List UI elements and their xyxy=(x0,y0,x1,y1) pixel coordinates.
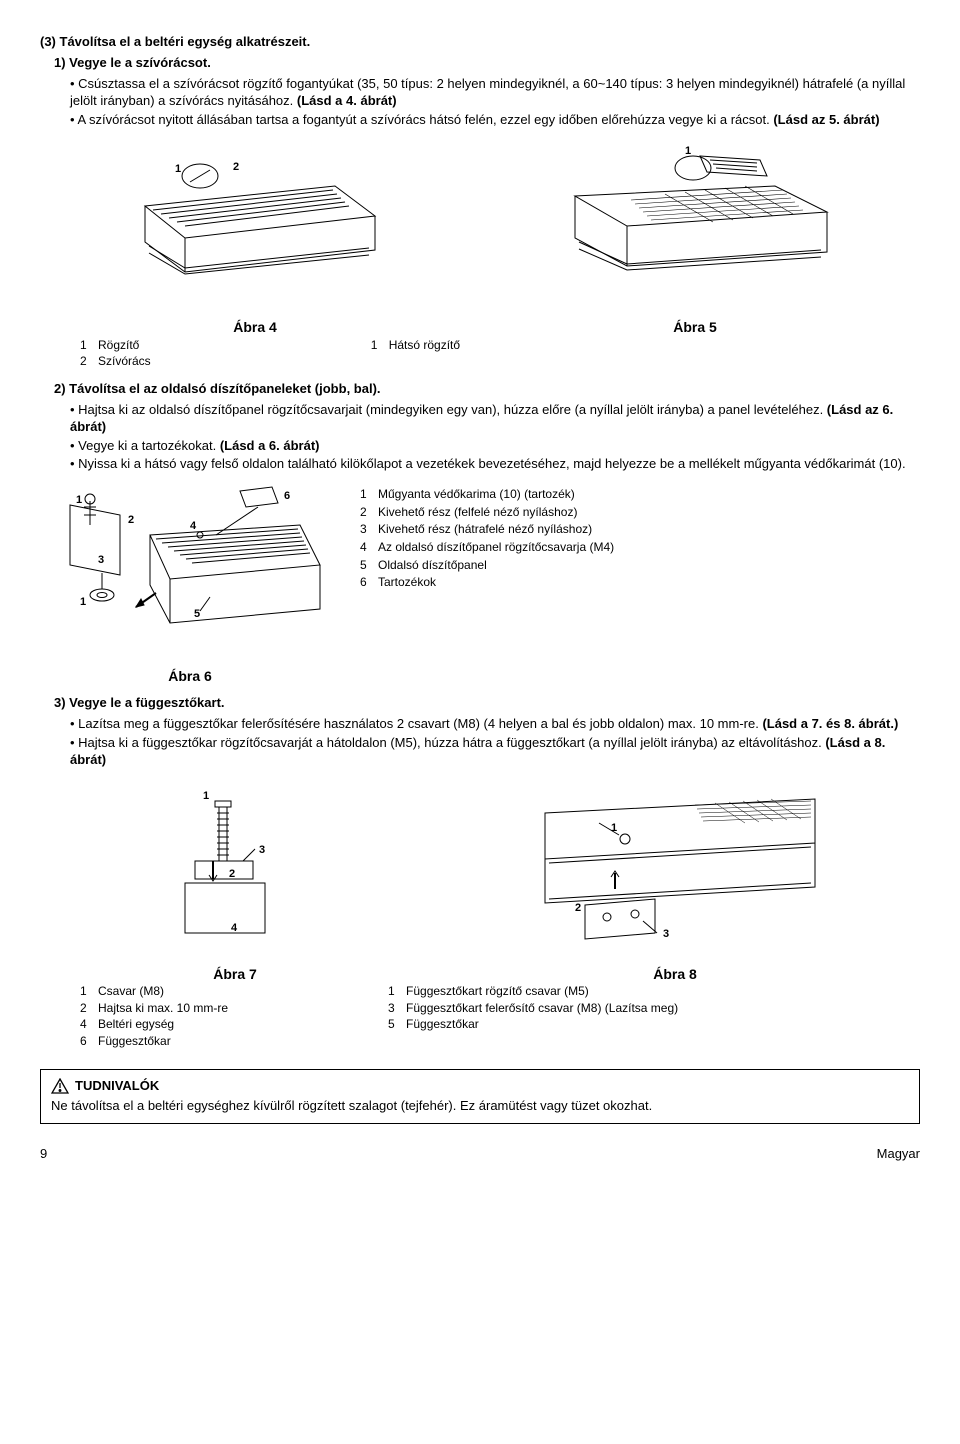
step2-b2-r: (Lásd a 6. ábrát) xyxy=(220,438,320,453)
step1-b1-text: Csúsztassa el a szívórácsot rögzítő foga… xyxy=(70,76,905,108)
step2-b3: Nyissa ki a hátsó vagy felső oldalon tal… xyxy=(70,456,920,473)
fig5-box: 1 xyxy=(535,146,855,306)
svg-text:4: 4 xyxy=(190,520,197,532)
fig5-leg-1: Hátsó rögzítő xyxy=(389,338,460,352)
fig6-label: Ábra 6 xyxy=(40,667,340,685)
fig-row-4-5: 1 2 1 xyxy=(40,146,920,306)
step3-b1-r: (Lásd a 7. és 8. ábrát.) xyxy=(762,716,898,731)
fig7-l1: Csavar (M8) xyxy=(98,984,164,998)
fig5-legend: 1Hátsó rögzítő xyxy=(371,337,460,371)
step2-b2: Vegye ki a tartozékokat. (Lásd a 6. ábrá… xyxy=(70,438,920,455)
fig5-label: Ábra 5 xyxy=(535,318,855,336)
step3-b1: Lazítsa meg a függesztőkar felerősítésér… xyxy=(70,716,920,733)
step2-b2-t: Vegye ki a tartozékokat. xyxy=(78,438,220,453)
fig6-l3: Kivehető rész (hátrafelé néző nyíláshoz) xyxy=(378,522,592,536)
svg-text:6: 6 xyxy=(284,490,290,502)
fig45-legend: 1Rögzítő 2Szívórács 1Hátsó rögzítő xyxy=(80,337,920,371)
fig4-leg-1: Rögzítő xyxy=(98,338,139,352)
fig8-svg: 1 2 3 xyxy=(515,783,835,953)
fig6-legend: 1Műgyanta védőkarima (10) (tartozék) 2Ki… xyxy=(360,485,614,655)
svg-text:1: 1 xyxy=(80,596,86,608)
warning-icon xyxy=(51,1078,69,1094)
svg-text:1: 1 xyxy=(203,790,209,802)
fig8-l1: Függesztőkart rögzítő csavar (M5) xyxy=(406,984,589,998)
svg-text:3: 3 xyxy=(259,844,265,856)
fig7-legend: 1Csavar (M8) 2Hajtsa ki max. 10 mm-re 4B… xyxy=(80,983,228,1050)
fig7-l6: Függesztőkar xyxy=(98,1034,171,1048)
warning-title: TUDNIVALÓK xyxy=(51,1078,909,1095)
step1-b1: Csúsztassa el a szívórácsot rögzítő foga… xyxy=(70,76,920,110)
warning-title-text: TUDNIVALÓK xyxy=(75,1078,159,1095)
fig6-l1: Műgyanta védőkarima (10) (tartozék) xyxy=(378,487,575,501)
step2-b1-t: Hajtsa ki az oldalsó díszítőpanel rögzít… xyxy=(78,402,827,417)
warning-text: Ne távolítsa el a beltéri egységhez kívü… xyxy=(51,1098,909,1115)
fig6-svg: 1 2 3 1 6 4 5 xyxy=(40,485,340,655)
step3-b2-t: Hajtsa ki a függesztőkar rögzítőcsavarjá… xyxy=(78,735,825,750)
step1-b2: A szívórácsot nyitott állásában tartsa a… xyxy=(70,112,920,129)
step1-b2-text: A szívórácsot nyitott állásában tartsa a… xyxy=(77,112,773,127)
fig6-l6: Tartozékok xyxy=(378,575,436,589)
svg-text:3: 3 xyxy=(663,928,669,940)
svg-text:1: 1 xyxy=(175,163,181,175)
fig6-l4: Az oldalsó díszítőpanel rögzítőcsavarja … xyxy=(378,540,614,554)
fig8-l3: Függesztőkart felerősítő csavar (M8) (La… xyxy=(406,1001,678,1015)
fig78-legend: 1Csavar (M8) 2Hajtsa ki max. 10 mm-re 4B… xyxy=(80,983,920,1050)
svg-text:2: 2 xyxy=(128,514,134,526)
svg-text:5: 5 xyxy=(194,608,200,620)
step1-b2-ref: (Lásd az 5. ábrát) xyxy=(773,112,879,127)
fig8-box: 1 2 3 xyxy=(515,783,835,953)
fig6-l2: Kivehető rész (felfelé néző nyíláshoz) xyxy=(378,505,577,519)
fig7-box: 1 3 2 4 xyxy=(125,783,345,953)
fig7-label: Ábra 7 xyxy=(125,965,345,983)
svg-text:2: 2 xyxy=(233,161,239,173)
fig7-l2: Hajtsa ki max. 10 mm-re xyxy=(98,1001,228,1015)
step3-title: 3) Vegye le a függesztőkart. xyxy=(54,695,920,712)
fig6-l5: Oldalsó díszítőpanel xyxy=(378,558,487,572)
step1-title: 1) Vegye le a szívórácsot. xyxy=(54,55,920,72)
svg-text:4: 4 xyxy=(231,922,238,934)
page-footer: 9 Magyar xyxy=(40,1146,920,1163)
fig4-leg-2: Szívórács xyxy=(98,354,151,368)
fig-row-7-8: 1 3 2 4 xyxy=(40,783,920,953)
fig4-svg: 1 2 xyxy=(105,146,405,306)
fig8-l5: Függesztőkar xyxy=(406,1017,479,1031)
fig8-label: Ábra 8 xyxy=(515,965,835,983)
fig4-box: 1 2 xyxy=(105,146,405,306)
step2-b3-t: Nyissa ki a hátsó vagy felső oldalon tal… xyxy=(78,456,905,471)
svg-text:3: 3 xyxy=(98,554,104,566)
step3-b2: Hajtsa ki a függesztőkar rögzítőcsavarjá… xyxy=(70,735,920,769)
fig6-row: 1 2 3 1 6 4 5 1M xyxy=(40,485,920,655)
step1-b1-ref: (Lásd a 4. ábrát) xyxy=(297,93,397,108)
fig7-l4: Beltéri egység xyxy=(98,1017,174,1031)
warning-box: TUDNIVALÓK Ne távolítsa el a beltéri egy… xyxy=(40,1069,920,1125)
svg-text:2: 2 xyxy=(575,902,581,914)
svg-text:1: 1 xyxy=(76,494,82,506)
fig4-label: Ábra 4 xyxy=(105,318,405,336)
step3-b1-t: Lazítsa meg a függesztőkar felerősítésér… xyxy=(78,716,762,731)
fig8-legend: 1Függesztőkart rögzítő csavar (M5) 3Függ… xyxy=(388,983,678,1050)
footer-page: 9 xyxy=(40,1146,47,1163)
footer-lang: Magyar xyxy=(877,1146,920,1163)
fig7-svg: 1 3 2 4 xyxy=(125,783,345,953)
svg-text:2: 2 xyxy=(229,868,235,880)
step2-b1: Hajtsa ki az oldalsó díszítőpanel rögzít… xyxy=(70,402,920,436)
svg-text:1: 1 xyxy=(685,146,691,157)
fig4-legend: 1Rögzítő 2Szívórács xyxy=(80,337,151,371)
fig5-svg: 1 xyxy=(535,146,855,306)
section3-title: (3) Távolítsa el a beltéri egység alkatr… xyxy=(40,34,920,51)
step2-title: 2) Távolítsa el az oldalsó díszítőpanele… xyxy=(54,381,920,398)
